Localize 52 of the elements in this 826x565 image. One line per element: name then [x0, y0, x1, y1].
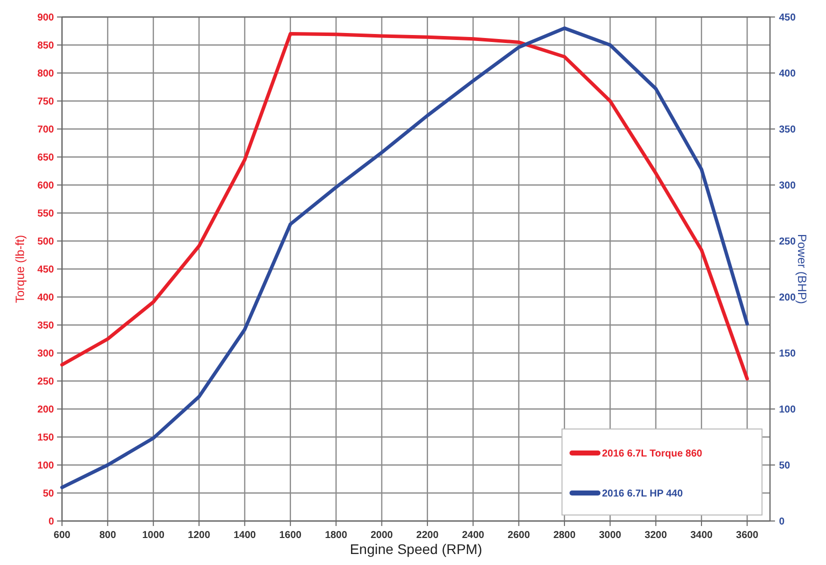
y-tick-label: 600	[37, 180, 54, 192]
y-tick-label: 0	[48, 516, 54, 528]
y2-tick-label: 250	[779, 236, 796, 248]
y-tick-label: 500	[37, 236, 54, 248]
y-tick-label: 50	[42, 488, 54, 500]
x-tick-label: 3600	[736, 530, 759, 541]
y2-tick-label: 100	[779, 404, 796, 416]
y2-axis-title: Power (BHP)	[795, 234, 809, 304]
line-series	[60, 32, 749, 381]
y-axis-title: Torque (lb-ft)	[13, 234, 27, 304]
x-tick-label: 2400	[462, 530, 485, 541]
y-tick-label: 100	[37, 460, 54, 472]
y-tick-label: 650	[37, 152, 54, 164]
x-tick-label: 2200	[416, 530, 439, 541]
x-tick-label: 3400	[690, 530, 714, 541]
x-tick-label: 600	[54, 530, 71, 541]
y2-tick-label: 150	[779, 348, 796, 360]
y2-tick-label: 50	[779, 460, 791, 472]
y-tick-label: 550	[37, 208, 54, 220]
x-axis-title: Engine Speed (RPM)	[350, 541, 482, 557]
y2-tick-label: 450	[779, 12, 796, 24]
y-tick-label: 700	[37, 124, 54, 136]
y2-tick-label: 400	[779, 68, 796, 80]
y-tick-label: 400	[37, 292, 54, 304]
legend-label: 2016 6.7L HP 440	[602, 488, 684, 500]
x-tick-label: 3000	[599, 530, 622, 541]
x-tick-label: 2600	[508, 530, 530, 541]
y-tick-label: 850	[37, 40, 54, 52]
y-tick-label: 900	[37, 12, 54, 24]
y-tick-label: 300	[37, 348, 54, 360]
x-tick-label: 1200	[188, 530, 211, 541]
x-tick-label: 2000	[370, 530, 394, 541]
x-tick-label: 1400	[234, 530, 256, 541]
line-series	[60, 26, 749, 490]
y-tick-label: 350	[37, 320, 54, 332]
y2-tick-label: 300	[779, 180, 796, 192]
y-tick-label: 750	[37, 96, 54, 108]
legend-label: 2016 6.7L Torque 860	[602, 448, 703, 460]
x-tick-label: 800	[99, 530, 116, 541]
x-tick-label: 1000	[142, 530, 165, 541]
y2-tick-label: 350	[779, 124, 796, 136]
y-tick-label: 250	[37, 376, 54, 388]
x-tick-label: 1600	[279, 530, 302, 541]
x-tick-label: 2800	[553, 530, 576, 541]
y-tick-label: 200	[37, 404, 54, 416]
y2-tick-label: 200	[779, 292, 796, 304]
y2-tick-label: 0	[779, 516, 785, 528]
x-tick-label: 3200	[644, 530, 668, 541]
y-tick-label: 450	[37, 264, 54, 276]
y-tick-label: 150	[37, 432, 54, 444]
x-tick-label: 1800	[324, 530, 348, 541]
y-tick-label: 800	[37, 68, 54, 80]
